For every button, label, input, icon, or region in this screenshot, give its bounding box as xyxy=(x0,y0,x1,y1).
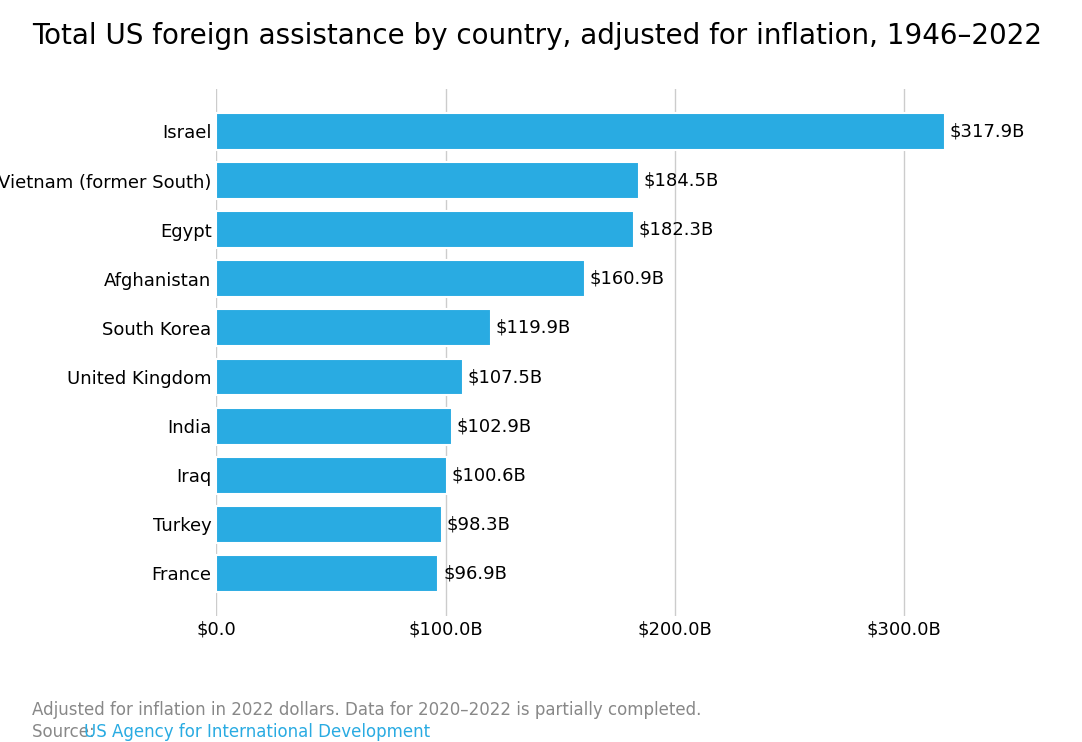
Text: Source:: Source: xyxy=(32,723,101,741)
Text: $184.5B: $184.5B xyxy=(644,171,718,189)
Bar xyxy=(216,457,447,493)
Text: $317.9B: $317.9B xyxy=(949,122,1025,140)
Text: US Agency for International Development: US Agency for International Development xyxy=(84,724,431,742)
Bar xyxy=(216,211,634,248)
Text: $160.9B: $160.9B xyxy=(590,270,664,288)
Text: $102.9B: $102.9B xyxy=(457,417,532,435)
Bar xyxy=(216,113,945,150)
Text: $96.9B: $96.9B xyxy=(443,565,506,582)
Bar xyxy=(216,358,463,395)
Bar xyxy=(216,309,491,347)
Text: Adjusted for inflation in 2022 dollars. Data for 2020–2022 is partially complete: Adjusted for inflation in 2022 dollars. … xyxy=(32,701,702,719)
Text: $98.3B: $98.3B xyxy=(446,516,510,533)
Text: Total US foreign assistance by country, adjusted for inflation, 1946–2022: Total US foreign assistance by country, … xyxy=(32,22,1042,50)
Text: $119.9B: $119.9B xyxy=(496,319,571,337)
Bar xyxy=(216,162,639,199)
Bar xyxy=(216,555,438,592)
Bar xyxy=(216,260,585,298)
Bar xyxy=(216,407,452,444)
Text: $107.5B: $107.5B xyxy=(467,368,542,386)
Text: US Agency for International Development: US Agency for International Development xyxy=(84,723,431,741)
Text: $100.6B: $100.6B xyxy=(451,466,526,485)
Text: $182.3B: $182.3B xyxy=(638,220,714,239)
Bar xyxy=(216,506,441,543)
